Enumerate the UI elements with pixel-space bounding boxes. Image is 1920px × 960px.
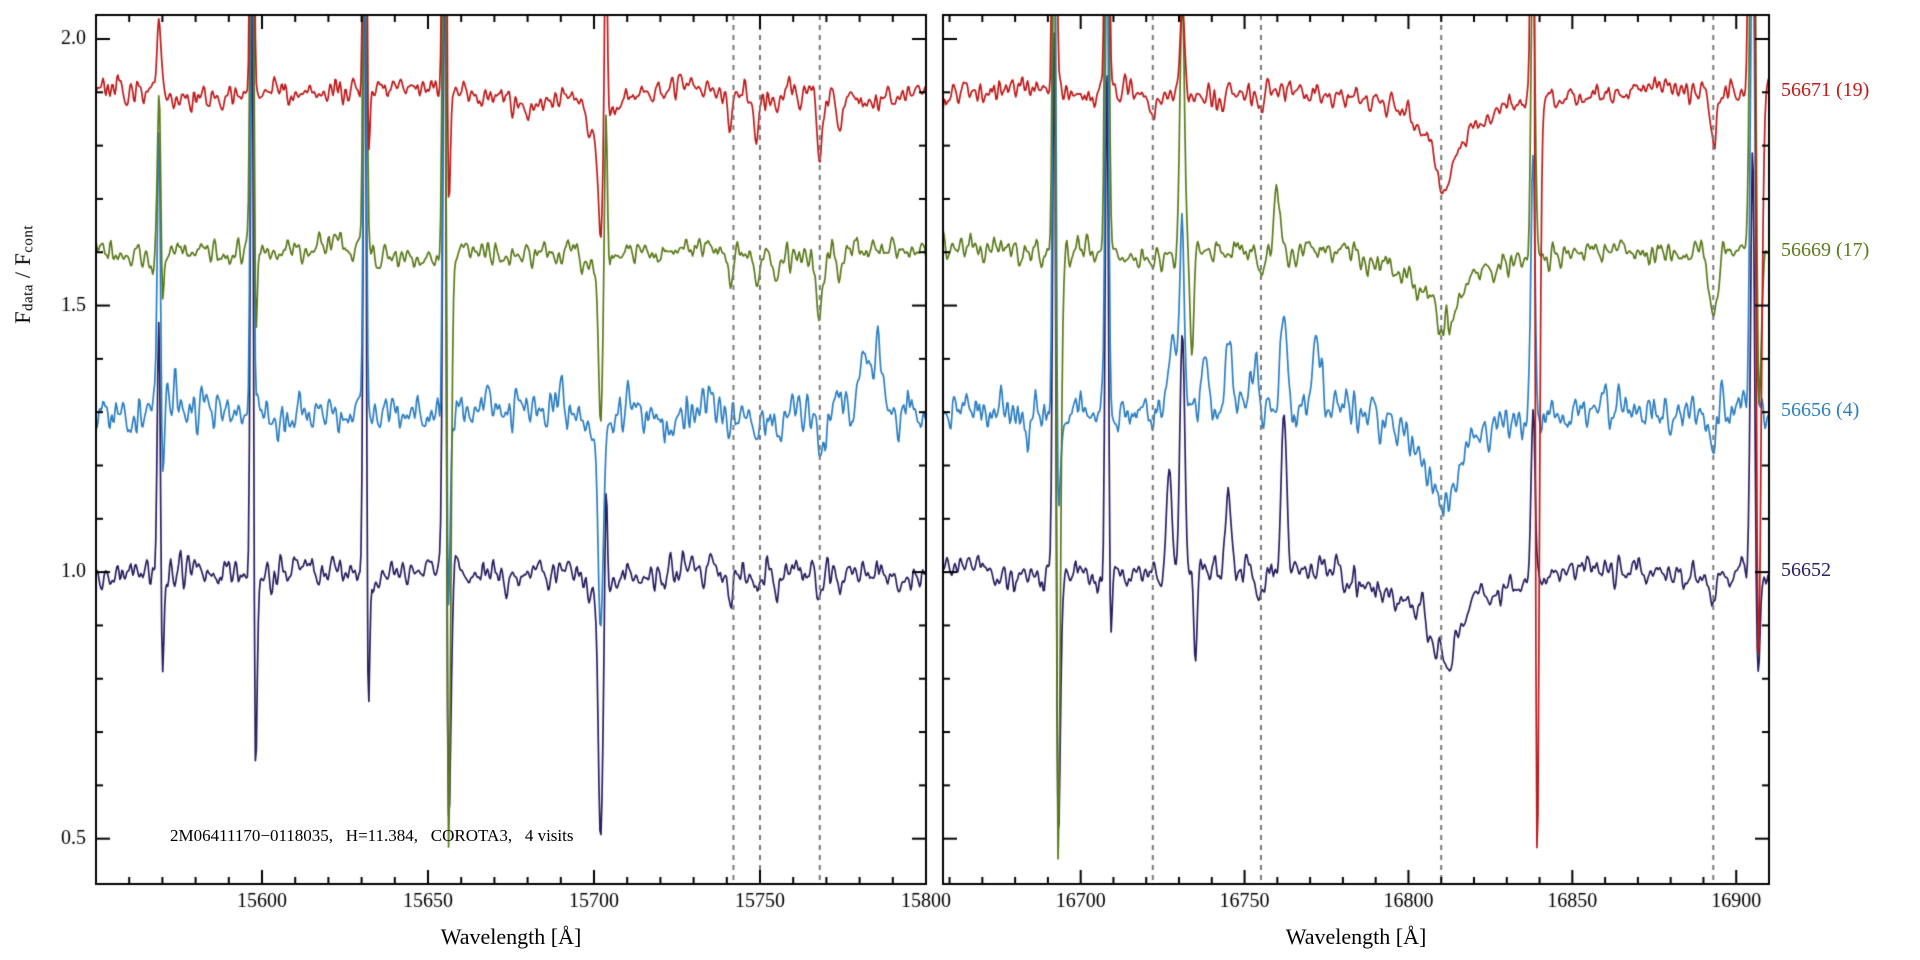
y-axis-label: Fdata / Fcont: [10, 225, 37, 324]
x-axis-label-left: Wavelength [Å]: [440, 924, 582, 949]
x-axis-label-right: Wavelength [Å]: [1285, 924, 1427, 949]
target-annotation: 2M06411170−0118035, H=11.384, COROTA3, 4…: [170, 826, 574, 845]
series-label-56652: 56652: [1781, 559, 1831, 582]
series-label-56669: 56669 (17): [1781, 239, 1870, 262]
series-label-56671: 56671 (19): [1781, 79, 1870, 102]
series-label-56656: 56656 (4): [1781, 399, 1860, 422]
